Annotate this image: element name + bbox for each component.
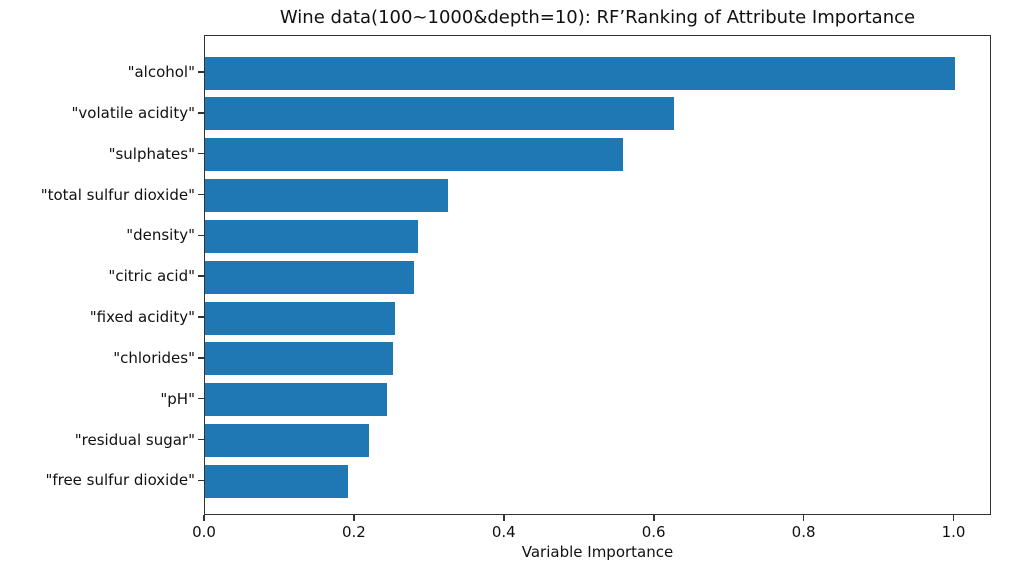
x-tick-label: 0.6	[641, 523, 666, 541]
x-tick-mark	[802, 515, 805, 521]
y-tick-label: "free sulfur dioxide"	[45, 471, 195, 490]
bar	[205, 301, 396, 335]
y-tick-mark	[198, 275, 204, 277]
chart-title: Wine data(100~1000&depth=10): RF’Ranking…	[279, 7, 916, 28]
y-tick-label: "volatile acidity"	[71, 103, 195, 122]
x-tick-label: 0.2	[341, 523, 366, 541]
y-tick-label: "total sulfur dioxide"	[40, 185, 195, 204]
x-tick-label: 0.8	[791, 523, 816, 541]
bar	[205, 179, 448, 212]
x-tick-mark	[503, 515, 505, 521]
y-tick-mark	[198, 112, 204, 114]
y-tick-mark	[198, 316, 204, 318]
y-tick-label: "fixed acidity"	[89, 308, 195, 326]
y-tick-mark	[198, 234, 204, 237]
y-tick-mark	[198, 71, 204, 73]
y-tick-mark	[198, 357, 204, 359]
x-axis-label: Variable Importance	[521, 543, 674, 561]
bar	[205, 260, 415, 294]
x-tick-mark	[203, 515, 205, 521]
bar	[205, 56, 955, 90]
y-tick-mark	[198, 152, 204, 155]
bar	[205, 383, 388, 417]
y-tick-mark	[198, 397, 204, 400]
y-tick-label: "alcohol"	[127, 63, 195, 81]
x-tick-label: 1.0	[941, 523, 966, 541]
y-tick-label: "density"	[126, 226, 195, 245]
bar	[205, 138, 624, 172]
y-tick-label: "sulphates"	[108, 144, 195, 163]
y-tick-label: "citric acid"	[108, 267, 195, 286]
x-tick-mark	[653, 515, 655, 521]
x-tick-label: 0.0	[192, 523, 216, 541]
x-tick-mark	[353, 515, 355, 521]
plot-area	[204, 35, 991, 515]
y-tick-mark	[198, 438, 204, 441]
bar	[205, 219, 418, 253]
bar	[205, 97, 675, 131]
y-tick-mark	[198, 193, 204, 196]
bar	[205, 464, 349, 498]
y-tick-label: "residual sugar"	[74, 430, 195, 449]
y-tick-label: "chlorides"	[113, 348, 195, 367]
y-tick-mark	[198, 479, 204, 481]
x-tick-label: 0.4	[491, 523, 516, 541]
bar	[205, 342, 394, 376]
x-tick-mark	[952, 515, 955, 521]
y-tick-label: "pH"	[160, 389, 195, 408]
bar	[205, 424, 370, 457]
